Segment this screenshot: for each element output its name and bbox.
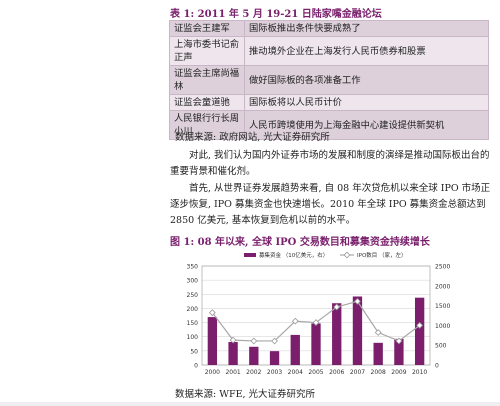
paragraph-2: 首先, 从世界证券发展趋势来看, 自 08 年次贷危机以来全球 IPO 市场正逐… bbox=[170, 183, 491, 226]
ipo-count-point bbox=[333, 303, 341, 311]
ipo-chart: 0 50 100 150 200 250 300 350 0 500 1000 1500 2000 250… bbox=[187, 251, 451, 376]
legend-bar-label: 募集资金 （10亿美元，右） bbox=[259, 251, 328, 259]
content-cell: 推动境外企业在上海发行人民币债券和股票 bbox=[244, 36, 489, 66]
x-tick-label: 2009 bbox=[391, 369, 406, 376]
y-right-tick-label: 1500 bbox=[435, 303, 450, 310]
forum-table: 证监会王建军 国际板推出条件快要成熟了 上海市委书记俞正声 推动境外企业在上海发行人民… bbox=[169, 20, 489, 140]
table-title: 表 1: 2011 年 5 月 19-21 日陆家嘴金融论坛 bbox=[170, 9, 382, 20]
x-tick-label: 2002 bbox=[246, 369, 261, 376]
x-tick-label: 2005 bbox=[308, 369, 323, 376]
legend-line-label: IPO数目 （家，左） bbox=[357, 251, 407, 259]
y-right-tick-label: 2500 bbox=[435, 264, 450, 271]
figure-source: 数据来源: WFE, 光大证券研究所 bbox=[175, 389, 316, 400]
ipo-count-point bbox=[271, 337, 278, 345]
bar bbox=[352, 296, 363, 365]
table-row: 证监会童道驰 国际板将以人民币计价 bbox=[169, 94, 489, 111]
bar bbox=[290, 334, 300, 365]
bar bbox=[228, 342, 238, 365]
ipo-count-point bbox=[354, 297, 361, 305]
content-cell: 国际板推出条件快要成熟了 bbox=[244, 20, 489, 37]
y-left-tick-label: 250 bbox=[187, 292, 199, 299]
legend-line-marker bbox=[343, 251, 351, 259]
speaker-cell: 证监会主席尚福林 bbox=[169, 65, 245, 95]
paragraph-1: 对此, 我们认为国内外证券市场的发展和制度的演绎是推动国际板出台的重要背景和催化… bbox=[170, 150, 490, 177]
y-right-tick-label: 1000 bbox=[435, 323, 450, 330]
bar bbox=[311, 323, 321, 365]
x-tick-label: 2010 bbox=[412, 369, 427, 376]
y-left-tick-label: 150 bbox=[187, 320, 199, 327]
figure-title: 图 1: 08 年以来, 全球 IPO 交易数目和募集资金持续增长 bbox=[170, 237, 430, 248]
y-left-tick-label: 0 bbox=[194, 363, 198, 370]
speaker-cell: 人民银行行长周小川 bbox=[169, 110, 245, 140]
y-left-tick-label: 100 bbox=[187, 334, 199, 341]
x-tick-label: 2001 bbox=[225, 369, 240, 376]
x-tick-label: 2003 bbox=[267, 369, 282, 376]
ipo-count-point bbox=[395, 337, 403, 345]
bar bbox=[394, 338, 404, 365]
y-left-tick-label: 200 bbox=[187, 306, 199, 313]
x-tick-label: 2008 bbox=[371, 369, 386, 376]
speaker-cell: 证监会童道驰 bbox=[169, 94, 245, 111]
table-source: 数据来源: 政府网站, 光大证券研究所 bbox=[175, 132, 330, 143]
legend-bar-swatch bbox=[244, 253, 256, 257]
ipo-count-point bbox=[312, 319, 320, 326]
speaker-cell: 上海市委书记俞正声 bbox=[169, 36, 245, 66]
table-row: 证监会王建军 国际板推出条件快要成熟了 bbox=[169, 20, 489, 37]
content-cell: 国际板将以人民币计价 bbox=[244, 94, 489, 111]
ipo-count-point bbox=[416, 322, 424, 329]
y-left-tick-label: 350 bbox=[187, 264, 199, 271]
content-cell: 做好国际板的各项准备工作 bbox=[244, 65, 489, 95]
ipo-count-point bbox=[208, 309, 216, 317]
x-tick-label: 2007 bbox=[350, 369, 365, 376]
table-row: 上海市委书记俞正声 推动境外企业在上海发行人民币债券和股票 bbox=[169, 36, 489, 66]
ipo-count-point bbox=[229, 336, 237, 344]
table-row: 人民银行行长周小川 人民币跨境使用为上海金融中心建设提供新契机 bbox=[169, 110, 489, 140]
x-tick-label: 2004 bbox=[288, 369, 303, 376]
speaker-cell: 证监会王建军 bbox=[169, 20, 245, 37]
content-cell: 人民币跨境使用为上海金融中心建设提供新契机 bbox=[244, 110, 489, 140]
y-right-tick-label: 500 bbox=[435, 343, 447, 350]
y-left-tick-label: 300 bbox=[187, 278, 199, 285]
bar bbox=[207, 317, 218, 365]
bar bbox=[332, 303, 342, 365]
page-footer-band bbox=[0, 402, 500, 406]
bar bbox=[414, 297, 425, 365]
x-tick-label: 2000 bbox=[205, 369, 220, 376]
y-right-tick-label: 2000 bbox=[435, 283, 450, 290]
x-tick-label: 2006 bbox=[329, 369, 344, 376]
table-row: 证监会主席尚福林 做好国际板的各项准备工作 bbox=[169, 65, 489, 95]
ipo-count-point bbox=[374, 329, 382, 336]
ipo-count-point bbox=[291, 317, 299, 325]
bar bbox=[373, 342, 383, 365]
y-left-tick-label: 50 bbox=[190, 348, 198, 355]
ipo-count-point bbox=[250, 337, 258, 345]
bar bbox=[269, 351, 280, 365]
y-right-tick-label: 0 bbox=[435, 363, 439, 370]
bar bbox=[249, 346, 259, 365]
